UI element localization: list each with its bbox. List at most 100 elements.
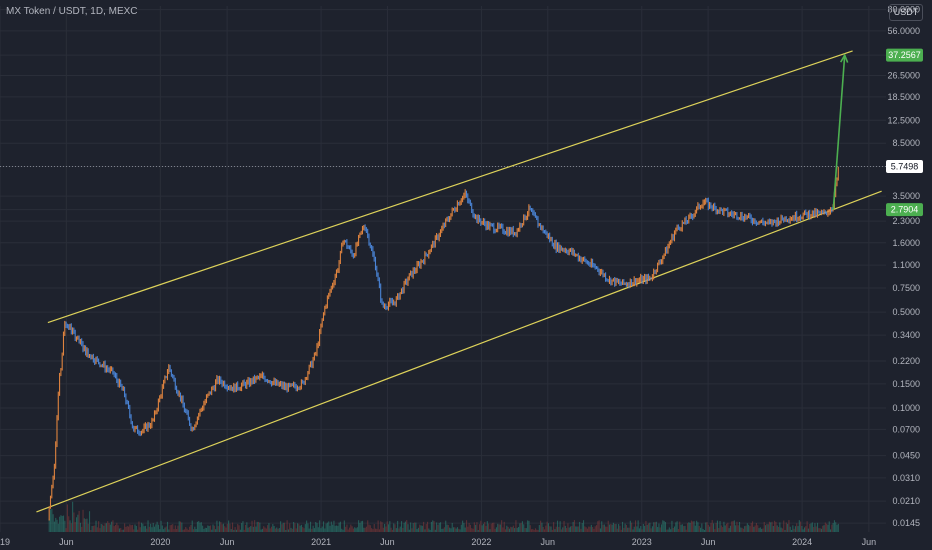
volume-bar	[494, 528, 496, 532]
volume-bar	[789, 526, 791, 532]
volume-bar	[556, 520, 559, 532]
volume-bar	[601, 521, 603, 532]
volume-bar	[607, 520, 609, 532]
volume-bar	[373, 523, 375, 532]
volume-bar	[359, 522, 361, 532]
volume-bar	[397, 520, 399, 532]
volume-bar	[455, 528, 457, 532]
volume-bar	[205, 527, 208, 532]
volume-bar	[273, 525, 275, 532]
volume-bar	[367, 520, 369, 532]
volume-bar	[326, 522, 328, 532]
volume-bar	[358, 520, 360, 532]
volume-bar	[439, 522, 442, 532]
volume-bar	[196, 521, 198, 532]
volume-bar	[523, 524, 525, 532]
volume-bar	[377, 520, 379, 532]
volume-bar	[332, 524, 334, 532]
volume-bar	[723, 521, 725, 532]
volume-bar	[538, 525, 540, 532]
volume-bar	[569, 526, 572, 532]
volume-bar	[306, 520, 308, 532]
volume-bar	[291, 528, 293, 532]
volume-bar	[566, 528, 568, 532]
volume-bar	[837, 523, 839, 532]
volume-bar	[521, 521, 523, 532]
price-axis[interactable]: 80.0000 56.0000 26.5000 18.5000 12.5000 8.500…	[886, 5, 923, 529]
x-tick-label: Jun	[380, 537, 395, 547]
volume-bar	[712, 523, 715, 532]
volume-bar	[762, 528, 764, 532]
volume-bar	[741, 527, 743, 532]
volume-bar	[157, 524, 159, 532]
volume-bar	[594, 526, 596, 532]
volume-bar	[541, 522, 543, 532]
volume-bar	[190, 525, 192, 532]
volume-bar	[592, 526, 594, 532]
volume-bar	[582, 520, 585, 532]
volume-bar	[646, 524, 648, 532]
volume-bar	[433, 521, 435, 532]
volume-bar	[270, 526, 273, 532]
volume-bar	[792, 525, 794, 532]
volume-bar	[208, 526, 210, 532]
volume-bar	[742, 528, 744, 532]
y-tick-label: 0.0210	[892, 496, 920, 506]
volume-bar	[421, 525, 423, 532]
volume-bar	[634, 520, 637, 532]
volume-bar	[766, 524, 768, 532]
volume-bar	[770, 522, 772, 532]
volume-bar	[335, 525, 338, 532]
volume-bar	[527, 520, 529, 532]
volume-bar	[101, 524, 104, 532]
volume-bar	[593, 528, 595, 532]
volume-bar	[638, 528, 640, 532]
volume-bar	[282, 522, 284, 532]
volume-bar	[324, 528, 326, 532]
volume-bar	[322, 521, 325, 532]
volume-bar	[246, 522, 248, 532]
volume-bar	[173, 529, 175, 532]
time-axis[interactable]: 2019 Jun 2020 Jun 2021 Jun 2022 Jun 2023 Jun 2024 J…	[0, 537, 876, 547]
x-tick-label: 2021	[311, 537, 331, 547]
volume-bar	[113, 526, 115, 532]
volume-bar	[698, 525, 700, 532]
y-tick-label: 0.2200	[892, 356, 920, 366]
grid	[0, 6, 886, 532]
volume-bar	[230, 529, 232, 532]
volume-bar	[289, 523, 291, 532]
volume-bar	[451, 522, 453, 532]
volume-bar	[296, 523, 299, 532]
y-tick-label: 80.0000	[887, 5, 920, 15]
volume-bar	[728, 528, 730, 532]
volume-bar	[475, 524, 477, 532]
volume-bar	[771, 521, 773, 532]
y-tick-label: 1.1000	[892, 260, 920, 270]
volume-bar	[134, 524, 136, 532]
volume-bar	[237, 523, 239, 532]
volume-bar	[655, 521, 657, 532]
volume-bar	[329, 525, 331, 532]
volume-bar	[662, 520, 664, 532]
volume-bar	[432, 520, 434, 532]
currency-button[interactable]: USDT	[889, 4, 923, 21]
volume-bar	[116, 522, 118, 532]
volume-bar	[75, 517, 78, 532]
volume-bar	[218, 521, 221, 532]
volume-bar	[172, 524, 174, 532]
volume-bar	[112, 520, 114, 532]
y-tick-label: 2.3000	[892, 216, 920, 226]
volume-bar	[86, 518, 88, 532]
volume-bar	[334, 525, 336, 532]
volume-bar	[641, 529, 643, 532]
volume-bar	[653, 522, 655, 532]
volume-bar	[478, 524, 481, 532]
volume-bar	[49, 509, 52, 532]
volume-bar	[48, 518, 50, 532]
volume-bar	[459, 529, 461, 532]
volume-bar	[343, 520, 345, 532]
x-tick-label: Jun	[59, 537, 74, 547]
volume-bar	[369, 525, 371, 532]
volume-bar	[295, 528, 297, 532]
